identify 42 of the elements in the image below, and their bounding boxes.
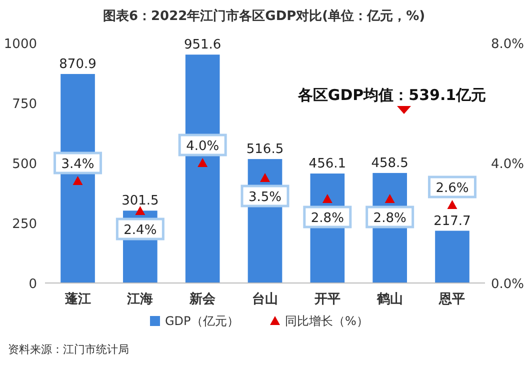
y-tick-label: 750 (12, 97, 37, 112)
point (198, 158, 208, 167)
data-label: 3.5% (248, 190, 282, 205)
point (384, 194, 395, 203)
y2-tick-label: 0.0% (491, 277, 524, 292)
legend-label: 同比增长（%） (285, 314, 368, 328)
data-label: 4.0% (186, 139, 220, 154)
data-label: 2.8% (373, 211, 406, 226)
y-tick-label: 500 (12, 157, 37, 172)
x-tick-label: 台山 (252, 291, 278, 307)
chart-title: 图表6：2022年江门市各区GDP对比(单位：亿元，%) (102, 8, 426, 24)
point (322, 194, 332, 203)
x-tick-label: 江海 (126, 292, 154, 307)
data-label: 456.1 (308, 156, 346, 172)
bar (435, 230, 470, 283)
data-label: 870.9 (59, 56, 96, 72)
data-label: 516.5 (246, 142, 284, 158)
y-tick-label: 250 (12, 217, 37, 232)
annotation: 各区GDP均值：539.1亿元 (296, 86, 486, 104)
y-tick-label: 0 (28, 277, 37, 292)
x-tick-label: 恩平 (438, 292, 466, 307)
legend-label: GDP（亿元） (165, 314, 239, 328)
data-label: 2.6% (436, 181, 469, 196)
x-tick-label: 开平 (313, 292, 340, 307)
y2-tick-label: 4.0% (491, 157, 524, 172)
x-tick-label: 新会 (188, 291, 217, 307)
text: 资料来源：江门市统计局 (8, 343, 129, 356)
x-tick-label: 蓬江 (64, 291, 91, 307)
y-tick-label: 1000 (4, 37, 37, 52)
data-label: 458.5 (371, 156, 408, 171)
data-label: 2.4% (124, 223, 157, 238)
point (260, 173, 270, 182)
point (72, 176, 83, 185)
x-tick-label: 鹤山 (376, 292, 403, 307)
point (135, 206, 146, 215)
point (447, 200, 458, 209)
data-label: 3.4% (61, 157, 94, 172)
data-label: 217.7 (434, 214, 471, 229)
y2-tick-label: 8.0% (491, 37, 524, 52)
data-label: 951.6 (184, 38, 222, 53)
data-label: 301.5 (122, 194, 159, 209)
data-label: 2.8% (310, 211, 344, 226)
